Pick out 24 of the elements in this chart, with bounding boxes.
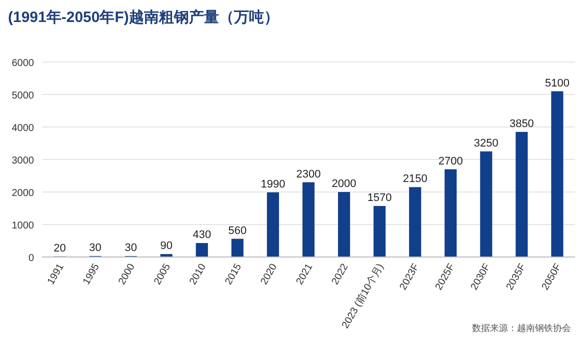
y-tick-label: 3000	[12, 156, 34, 166]
data-label: 3850	[509, 118, 534, 130]
data-label: 1990	[260, 178, 286, 190]
data-label: 20	[54, 242, 66, 254]
data-label: 2150	[402, 173, 428, 186]
source-note: 数据来源：越南钢铁协会	[472, 323, 571, 333]
data-label: 2700	[438, 155, 463, 168]
data-label: 5100	[544, 77, 570, 90]
data-label: 1570	[367, 192, 392, 204]
y-tick-label: 5000	[12, 90, 34, 102]
y-tick-label: 4000	[12, 123, 34, 134]
y-tick-label: 1000	[12, 220, 34, 232]
data-label: 30	[89, 242, 102, 254]
y-tick-label: 2000	[12, 188, 34, 199]
y-tick-label: 0	[28, 253, 34, 264]
data-label: 430	[192, 229, 212, 242]
data-label: 2000	[332, 178, 356, 190]
data-label: 90	[160, 240, 172, 252]
data-label: 30	[124, 242, 137, 254]
data-label: 560	[228, 224, 247, 237]
data-label: 3250	[474, 137, 498, 150]
data-label: 2300	[296, 168, 321, 180]
chart-title: (1991年-2050年F)越南粗钢产量（万吨）	[8, 9, 279, 26]
y-tick-label: 6000	[12, 58, 34, 69]
